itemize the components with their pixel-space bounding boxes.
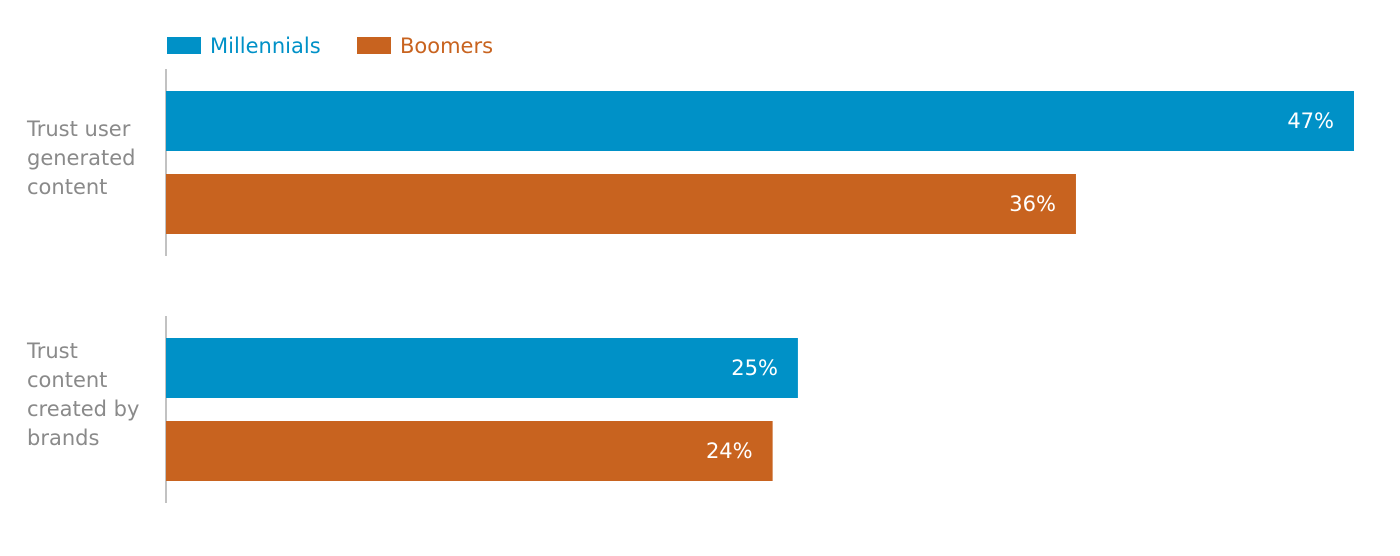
category-label-line: Trust user <box>26 117 131 141</box>
category-group: Trust user generated content 47% 36% <box>26 69 1354 256</box>
category-label-line: generated <box>27 146 135 170</box>
category-label: Trust user generated content <box>26 117 135 199</box>
category-label-line: content <box>27 368 107 392</box>
legend-label-boomers: Boomers <box>400 34 493 58</box>
bar-value-label: 36% <box>1009 192 1056 216</box>
bar-value-label: 25% <box>731 356 778 380</box>
bar-boomers <box>166 421 773 481</box>
bar-boomers <box>166 174 1076 234</box>
legend-swatch-boomers <box>357 37 391 54</box>
category-label: Trust content created by brands <box>26 339 139 450</box>
legend-label-millennials: Millennials <box>210 34 321 58</box>
bar-groups: Trust user generated content 47% 36% Trust con… <box>26 69 1354 503</box>
legend: Millennials Boomers <box>167 34 493 58</box>
bar-value-label: 47% <box>1287 109 1334 133</box>
bar-millennials <box>166 338 798 398</box>
category-label-line: brands <box>27 426 99 450</box>
category-label-line: Trust <box>26 339 78 363</box>
bar-millennials <box>166 91 1354 151</box>
category-label-line: created by <box>27 397 139 421</box>
category-group: Trust content created by brands 25% 24% <box>26 316 798 503</box>
bar-value-label: 24% <box>706 439 753 463</box>
legend-swatch-millennials <box>167 37 201 54</box>
category-label-line: content <box>27 175 107 199</box>
